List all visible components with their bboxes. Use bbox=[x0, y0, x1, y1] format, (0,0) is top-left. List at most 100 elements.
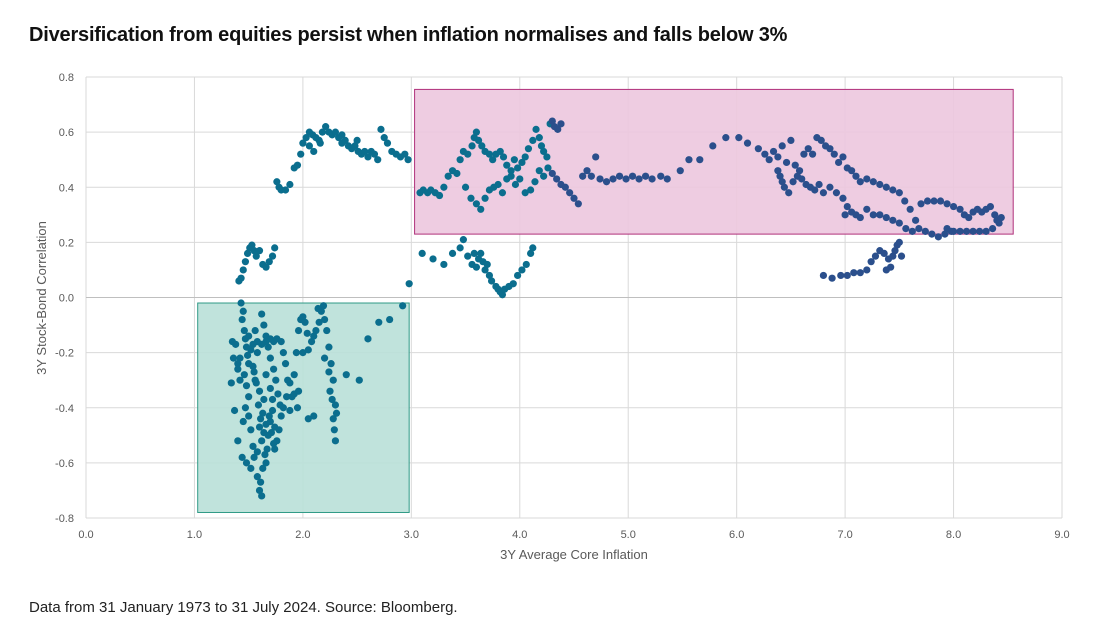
data-point bbox=[489, 156, 497, 164]
data-point bbox=[895, 189, 903, 197]
data-point bbox=[485, 150, 494, 158]
data-point bbox=[936, 197, 945, 205]
data-point bbox=[260, 428, 268, 437]
data-point bbox=[440, 183, 448, 191]
data-point bbox=[247, 464, 255, 472]
data-point bbox=[293, 404, 302, 412]
data-point bbox=[498, 291, 507, 299]
data-point bbox=[237, 274, 245, 282]
data-point bbox=[328, 395, 336, 404]
data-point bbox=[242, 382, 251, 390]
data-point bbox=[553, 175, 561, 183]
y-tick-label: 0.8 bbox=[59, 72, 74, 84]
data-point bbox=[470, 249, 478, 257]
data-point bbox=[819, 189, 828, 197]
data-point bbox=[839, 153, 847, 161]
data-point bbox=[249, 340, 257, 348]
data-point bbox=[524, 145, 533, 153]
data-point bbox=[839, 194, 847, 202]
x-tick-label: 6.0 bbox=[729, 529, 744, 541]
data-point bbox=[249, 442, 257, 450]
data-point bbox=[798, 175, 806, 183]
data-point bbox=[260, 395, 268, 404]
data-point bbox=[404, 156, 412, 164]
data-point bbox=[292, 349, 300, 357]
data-point bbox=[453, 169, 461, 178]
data-point bbox=[247, 426, 255, 434]
data-point bbox=[477, 205, 485, 213]
data-point bbox=[263, 445, 271, 453]
data-point bbox=[481, 266, 489, 274]
data-point bbox=[239, 417, 247, 426]
data-point bbox=[464, 252, 472, 260]
data-point bbox=[787, 136, 795, 144]
data-point bbox=[386, 315, 394, 324]
data-point bbox=[889, 216, 897, 224]
data-point bbox=[514, 164, 522, 172]
data-point bbox=[260, 321, 268, 329]
data-point bbox=[498, 189, 507, 197]
data-point bbox=[310, 412, 318, 420]
data-point bbox=[769, 147, 778, 156]
data-point bbox=[245, 412, 253, 420]
data-point bbox=[837, 271, 845, 280]
data-point bbox=[377, 125, 385, 133]
data-point bbox=[602, 178, 611, 186]
data-point bbox=[250, 453, 258, 461]
data-point bbox=[239, 266, 247, 274]
data-point bbox=[795, 167, 804, 175]
data-point bbox=[529, 244, 537, 252]
data-point bbox=[325, 368, 333, 376]
data-point bbox=[880, 249, 888, 257]
data-point bbox=[856, 213, 864, 222]
data-point bbox=[503, 161, 511, 169]
data-point bbox=[496, 147, 504, 156]
data-point bbox=[440, 260, 448, 269]
data-point bbox=[975, 227, 984, 235]
data-point bbox=[516, 175, 524, 183]
data-point bbox=[969, 227, 977, 235]
data-point bbox=[468, 142, 476, 150]
data-point bbox=[995, 219, 1003, 227]
data-point bbox=[934, 233, 942, 241]
data-point bbox=[271, 445, 279, 453]
data-point bbox=[988, 224, 997, 233]
data-point bbox=[338, 139, 346, 147]
highlight-regions bbox=[197, 88, 1014, 513]
data-point bbox=[548, 169, 556, 178]
data-point bbox=[856, 269, 864, 277]
data-point bbox=[264, 343, 272, 351]
data-point bbox=[322, 123, 330, 131]
data-point bbox=[540, 147, 548, 156]
high-inflation-region bbox=[414, 88, 1014, 235]
data-point bbox=[258, 437, 266, 445]
data-point bbox=[364, 335, 372, 343]
data-point bbox=[696, 156, 704, 164]
data-point bbox=[355, 376, 363, 384]
data-point bbox=[405, 280, 413, 288]
x-tick-label: 4.0 bbox=[512, 529, 527, 541]
data-point bbox=[249, 362, 257, 371]
data-point bbox=[418, 249, 426, 257]
data-point bbox=[843, 202, 851, 211]
data-point bbox=[234, 360, 242, 368]
data-point bbox=[472, 128, 480, 136]
data-point bbox=[255, 387, 264, 395]
data-point bbox=[305, 142, 313, 150]
data-point bbox=[338, 131, 346, 139]
data-point bbox=[448, 249, 457, 257]
x-tick-label: 8.0 bbox=[946, 529, 961, 541]
data-point bbox=[592, 153, 600, 161]
data-point bbox=[286, 379, 294, 387]
x-tick-label: 9.0 bbox=[1054, 529, 1069, 541]
data-point bbox=[895, 238, 903, 246]
data-point bbox=[456, 244, 464, 252]
data-point bbox=[272, 376, 280, 384]
data-point bbox=[301, 318, 309, 326]
data-point bbox=[329, 376, 337, 384]
data-point bbox=[848, 167, 856, 175]
data-point bbox=[331, 401, 340, 409]
y-tick-label: 0.6 bbox=[59, 127, 74, 139]
data-point bbox=[281, 186, 290, 194]
data-point bbox=[583, 167, 591, 175]
